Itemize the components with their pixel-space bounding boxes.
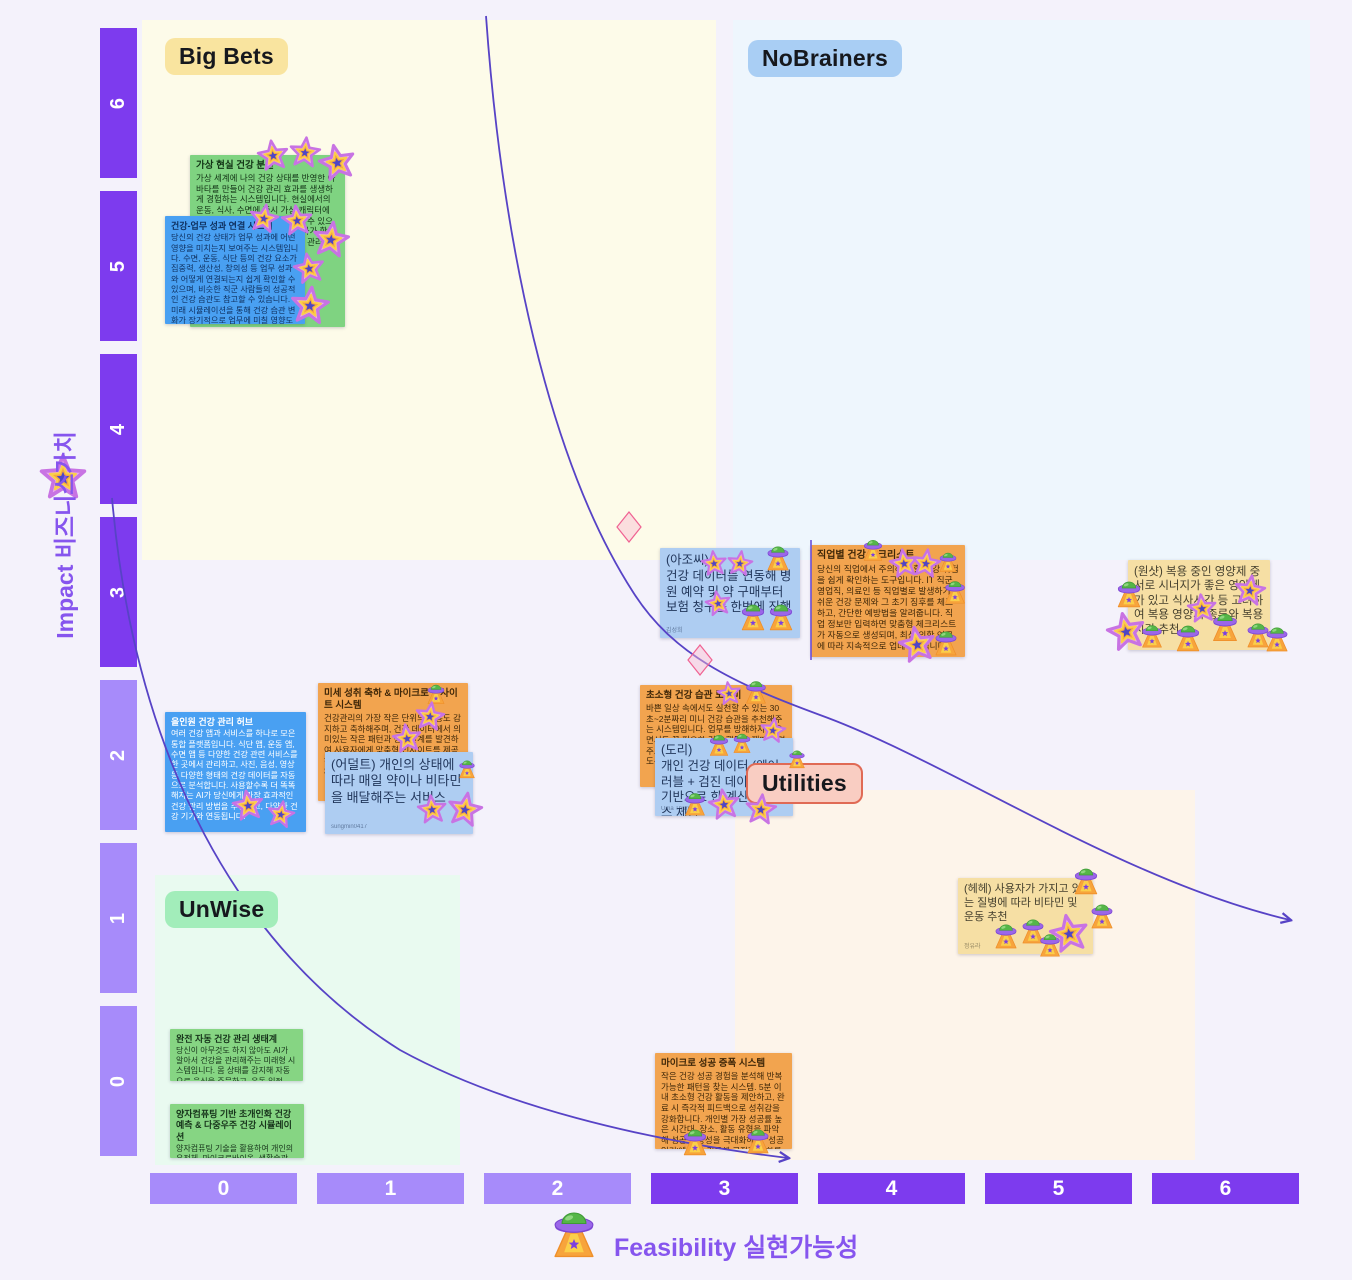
y-tick-0: 0 — [100, 1006, 137, 1156]
note-title: 완전 자동 건강 관리 생태계 — [176, 1034, 278, 1044]
y-tick-3: 3 — [100, 517, 137, 667]
note-author: sungmin0417 — [331, 824, 368, 831]
ufo-sticker[interactable] — [936, 550, 960, 574]
ufo-sticker[interactable] — [991, 921, 1021, 951]
note-body: 당신의 건강 상태가 업무 성과에 어떤 영향을 미치는지 보여주는 시스템입니… — [171, 233, 299, 324]
star-sticker[interactable] — [229, 786, 267, 824]
ufo-sticker[interactable] — [1208, 610, 1242, 644]
x-tick-2: 2 — [484, 1173, 631, 1204]
quadrant-label-unwise[interactable]: UnWise — [165, 891, 279, 928]
ufo-sticker[interactable] — [679, 1126, 711, 1158]
ufo-sticker[interactable] — [1070, 865, 1102, 897]
ufo-sticker[interactable] — [1138, 622, 1166, 650]
star-sticker[interactable] — [287, 282, 333, 328]
ufo-sticker[interactable] — [742, 678, 770, 706]
y-tick-5: 5 — [100, 191, 137, 341]
note-title: 마이크로 성공 증폭 시스템 — [661, 1058, 766, 1069]
y-tick-6: 6 — [100, 28, 137, 178]
star-sticker[interactable] — [714, 678, 743, 707]
star-sticker[interactable] — [742, 790, 779, 827]
star-sticker[interactable] — [705, 785, 743, 823]
star-sticker[interactable] — [313, 138, 360, 185]
note-title: 가상 현실 건강 분신 — [196, 160, 274, 171]
note-body: 양자컴퓨팅 기술을 활용하여 개인의 유전체, 마이크로바이옴, 생활습관, 환… — [176, 1143, 294, 1158]
quadrant-region-nobrainers — [733, 20, 1310, 560]
ufo-sticker[interactable] — [941, 578, 969, 606]
ufo-sticker[interactable] — [931, 628, 961, 658]
x-tick-1: 1 — [317, 1173, 464, 1204]
ufo-sticker[interactable] — [1036, 931, 1064, 959]
sticky-note-quantum-health-simulation[interactable]: 양자컴퓨팅 기반 초개인화 건강 예측 & 다중우주 건강 시뮬레이션 양자컴퓨팅… — [170, 1104, 304, 1158]
star-sticker[interactable] — [245, 199, 282, 236]
ufo-sticker[interactable] — [860, 537, 886, 563]
ufo-sticker[interactable] — [730, 731, 754, 755]
y-tick-4: 4 — [100, 354, 137, 504]
ufo-sticker[interactable] — [1113, 578, 1145, 610]
x-tick-3: 3 — [651, 1173, 798, 1204]
star-sticker[interactable] — [389, 720, 425, 756]
star-sticker[interactable] — [724, 547, 756, 579]
note-author: 정유라 — [964, 944, 981, 951]
x-tick-6: 6 — [1152, 1173, 1299, 1204]
quadrant-label-nobrainers[interactable]: NoBrainers — [748, 40, 902, 77]
note-title: 건강-업무 성과 연결 시스템 — [171, 221, 273, 231]
impact-axis-label: Impact 비즈니스가치 — [52, 431, 78, 639]
star-sticker[interactable] — [443, 787, 487, 831]
x-tick-5: 5 — [985, 1173, 1132, 1204]
star-sticker[interactable] — [702, 587, 734, 619]
ufo-sticker[interactable] — [1262, 624, 1292, 654]
quadrant-label-big-bets[interactable]: Big Bets — [165, 38, 288, 75]
quadrant-region-utilities — [735, 790, 1195, 1160]
ufo-sticker[interactable] — [1087, 901, 1117, 931]
feasibility-axis-label: Feasibility 실현가능성 — [614, 1234, 859, 1262]
note-author: 김성희 — [666, 628, 683, 635]
feasibility-ufo-icon — [554, 1212, 594, 1258]
ufo-sticker[interactable] — [1172, 622, 1204, 654]
star-sticker[interactable] — [278, 201, 315, 238]
x-tick-0: 0 — [150, 1173, 297, 1204]
ufo-sticker[interactable] — [786, 748, 808, 770]
ufo-sticker[interactable] — [765, 601, 797, 633]
ufo-sticker[interactable] — [456, 758, 478, 780]
note-title: 양자컴퓨팅 기반 초개인화 건강 예측 & 다중우주 건강 시뮬레이션 — [176, 1109, 292, 1142]
note-body: 당신이 아무것도 하지 않아도 AI가 알아서 건강을 관리해주는 미래형 시스… — [176, 1046, 296, 1081]
note-title: 올인원 건강 관리 허브 — [171, 717, 254, 727]
y-tick-1: 1 — [100, 843, 137, 993]
y-tick-2: 2 — [100, 680, 137, 830]
ufo-sticker[interactable] — [763, 543, 793, 573]
star-sticker[interactable] — [264, 797, 299, 832]
star-sticker[interactable] — [757, 714, 789, 746]
diamond-shape — [687, 644, 713, 676]
ufo-sticker[interactable] — [706, 732, 732, 758]
x-tick-4: 4 — [818, 1173, 965, 1204]
ufo-sticker[interactable] — [743, 1126, 773, 1156]
star-sticker[interactable] — [1231, 571, 1269, 609]
star-sticker[interactable] — [254, 136, 292, 174]
